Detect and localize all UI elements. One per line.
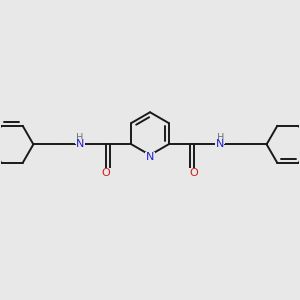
Text: H: H bbox=[76, 134, 83, 143]
Text: O: O bbox=[102, 169, 111, 178]
Text: H: H bbox=[217, 134, 224, 143]
Text: N: N bbox=[146, 152, 154, 162]
Text: O: O bbox=[189, 169, 198, 178]
Text: N: N bbox=[215, 140, 224, 149]
Text: N: N bbox=[76, 140, 85, 149]
